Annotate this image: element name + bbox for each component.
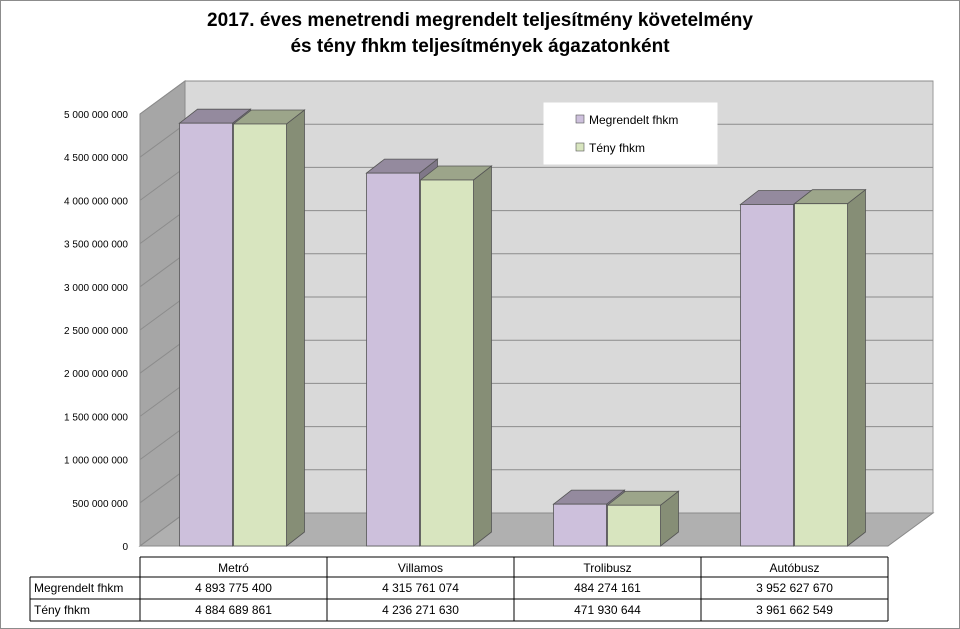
- table-row-header: Megrendelt fhkm: [34, 581, 123, 595]
- x-category-label: Metró: [218, 561, 249, 575]
- table-row-header: Tény fhkm: [34, 603, 90, 617]
- bar: [607, 504, 661, 547]
- y-tick-label: 500 000 000: [72, 499, 128, 510]
- bar: [794, 203, 848, 547]
- data-value-label: 3 952 627 670: [756, 581, 833, 595]
- y-tick-label: 2 000 000 000: [64, 369, 128, 380]
- legend-swatch: [575, 142, 585, 152]
- x-category-label: Trolibusz: [583, 561, 631, 575]
- chart-title-line2: és tény fhkm teljesítmények ágazatonként: [290, 36, 670, 57]
- data-table: Metró Villamos Trolibusz Autóbusz Megrendelt…: [29, 556, 889, 622]
- data-value-label: 484 274 161: [574, 581, 641, 595]
- bar: [179, 122, 233, 547]
- bar: [553, 503, 607, 547]
- y-tick-label: 3 000 000 000: [64, 283, 128, 294]
- x-category-label: Autóbusz: [769, 561, 819, 575]
- y-tick-label: 4 500 000 000: [64, 153, 128, 164]
- y-tick-label: 1 000 000 000: [64, 456, 128, 467]
- y-tick-label: 2 500 000 000: [64, 326, 128, 337]
- data-value-label: 471 930 644: [574, 603, 641, 617]
- data-value-label: 4 236 271 630: [382, 603, 459, 617]
- chart-title-line1: 2017. éves menetrendi megrendelt teljesí…: [207, 10, 753, 31]
- bar: [233, 123, 287, 547]
- legend-label: Megrendelt fhkm: [589, 113, 678, 127]
- legend-label: Tény fhkm: [589, 141, 645, 155]
- y-tick-label: 5 000 000 000: [64, 110, 128, 121]
- data-value-label: 4 893 775 400: [195, 581, 272, 595]
- bar: [740, 204, 794, 547]
- y-tick-label: 1 500 000 000: [64, 412, 128, 423]
- gridline: [139, 80, 933, 115]
- bar-side: [847, 188, 866, 547]
- y-tick-label: 3 500 000 000: [64, 240, 128, 251]
- y-tick-label: 0: [122, 542, 128, 553]
- y-tick-label: 4 000 000 000: [64, 196, 128, 207]
- bar-side: [473, 165, 492, 547]
- bar: [366, 172, 420, 547]
- chart-title: 2017. éves menetrendi megrendelt teljesí…: [0, 8, 960, 60]
- data-value-label: 4 315 761 074: [382, 581, 459, 595]
- legend-swatch: [575, 114, 585, 124]
- data-value-label: 4 884 689 861: [195, 603, 272, 617]
- bar-side: [286, 109, 305, 547]
- x-category-label: Villamos: [398, 561, 443, 575]
- legend-box: [543, 102, 718, 165]
- bar: [420, 179, 474, 547]
- data-value-label: 3 961 662 549: [756, 603, 833, 617]
